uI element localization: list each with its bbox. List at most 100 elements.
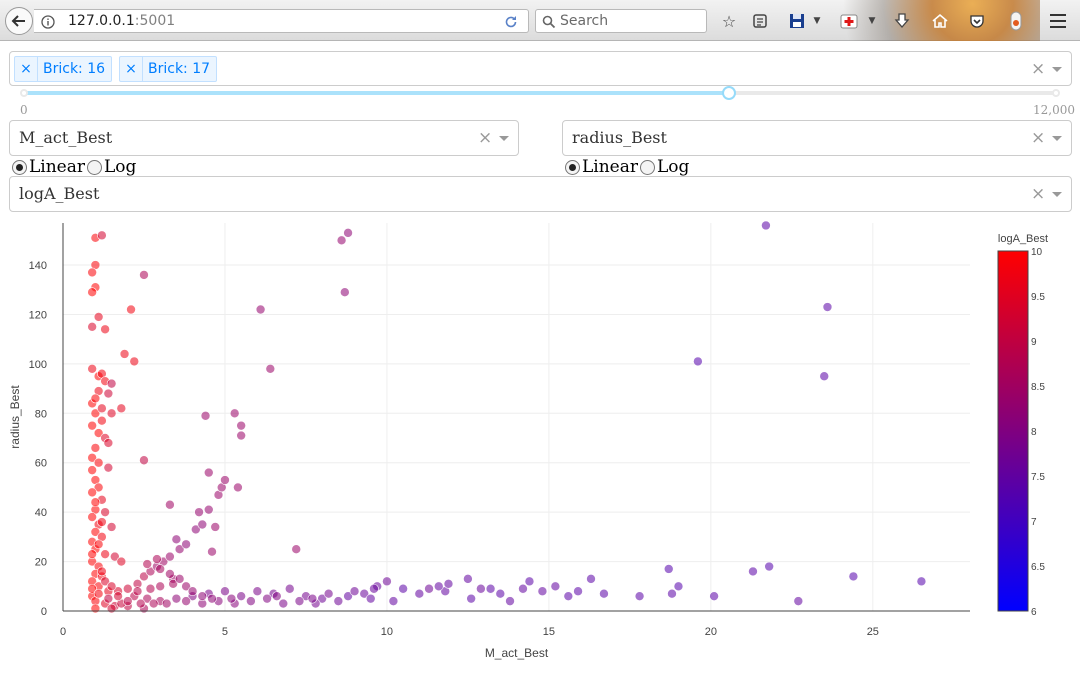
colorbar-tick-label: 6 bbox=[1031, 607, 1037, 618]
slider-handle[interactable] bbox=[722, 86, 737, 100]
scatter-point bbox=[207, 593, 217, 604]
y-scale-log-label[interactable]: Log bbox=[657, 157, 690, 177]
scatter-point bbox=[165, 499, 175, 510]
chip-remove-icon[interactable]: × bbox=[120, 57, 143, 81]
scatter-point bbox=[236, 430, 246, 441]
color-column-dropdown[interactable]: logA_Best × bbox=[9, 176, 1072, 212]
x-axis-title: M_act_Best bbox=[485, 646, 549, 660]
scatter-point bbox=[174, 574, 185, 584]
menu-icon[interactable] bbox=[1047, 10, 1069, 32]
scatter-point bbox=[203, 504, 214, 515]
slider-min-dot bbox=[20, 89, 28, 97]
x-tick-label: 10 bbox=[381, 626, 393, 638]
chip-label: Brick: 17 bbox=[148, 61, 211, 77]
save-page-icon[interactable] bbox=[786, 10, 808, 32]
addon-dropdown-icon[interactable]: ▼ bbox=[868, 16, 876, 26]
save-dropdown-icon[interactable]: ▼ bbox=[813, 16, 821, 26]
scatter-point bbox=[667, 588, 677, 599]
scatter-point bbox=[382, 576, 392, 587]
reload-icon[interactable] bbox=[504, 15, 518, 29]
scatter-point bbox=[333, 596, 344, 606]
x-scale-linear-radio[interactable] bbox=[12, 159, 27, 175]
bookmark-star-icon[interactable]: ☆ bbox=[721, 11, 737, 31]
brick-filter-dropdown[interactable]: × Brick: 16 × Brick: 17 × bbox=[9, 51, 1072, 86]
colorbar-tick-label: 8 bbox=[1031, 427, 1037, 438]
scatter-point bbox=[181, 596, 191, 606]
scatter-point bbox=[135, 598, 146, 609]
scatter-point bbox=[97, 403, 107, 414]
colorbar bbox=[997, 250, 1029, 612]
scatter-point bbox=[97, 230, 107, 241]
x-scale-log-label[interactable]: Log bbox=[104, 157, 137, 177]
search-bar[interactable]: Search bbox=[535, 9, 707, 33]
scatter-point bbox=[550, 581, 561, 592]
scatter-point bbox=[495, 588, 506, 599]
scatter-point bbox=[113, 591, 123, 601]
back-button[interactable] bbox=[5, 7, 33, 35]
info-icon[interactable] bbox=[41, 15, 55, 29]
home-icon[interactable] bbox=[929, 10, 951, 32]
browser-toolbar: 127.0.0.1:5001 Search ☆ ▼ ▼ bbox=[0, 0, 1080, 41]
chevron-down-icon[interactable] bbox=[499, 136, 509, 141]
scatter-point bbox=[87, 287, 97, 297]
scatter-point bbox=[236, 591, 246, 601]
y-column-dropdown[interactable]: radius_Best × bbox=[562, 120, 1072, 156]
first-aid-icon[interactable] bbox=[838, 10, 860, 32]
scatter-point bbox=[139, 270, 149, 280]
scatter-point bbox=[433, 581, 444, 592]
x-scale-radio-group: Linear Log bbox=[12, 157, 136, 177]
scatter-point bbox=[262, 593, 272, 604]
scatter-point bbox=[90, 603, 101, 614]
x-scale-linear-label[interactable]: Linear bbox=[29, 157, 85, 177]
scatter-point bbox=[388, 596, 399, 606]
scatter-point bbox=[103, 388, 114, 399]
chip-remove-icon[interactable]: × bbox=[15, 57, 38, 81]
y-tick-label: 20 bbox=[35, 557, 47, 569]
scatter-point bbox=[87, 583, 97, 594]
scatter-point bbox=[323, 588, 334, 599]
scatter-point bbox=[246, 596, 256, 606]
reading-list-icon[interactable] bbox=[749, 10, 771, 32]
clear-icon[interactable]: × bbox=[478, 128, 493, 148]
scatter-point bbox=[90, 393, 101, 404]
clear-icon[interactable]: × bbox=[1031, 184, 1046, 204]
scatter-point bbox=[90, 497, 101, 508]
scatter-point bbox=[463, 574, 473, 584]
clear-all-icon[interactable]: × bbox=[1031, 59, 1046, 79]
chevron-down-icon[interactable] bbox=[1052, 136, 1062, 141]
scatter-point bbox=[181, 581, 191, 592]
scatter-point bbox=[271, 591, 282, 601]
scatter-point bbox=[155, 564, 165, 574]
y-scale-linear-label[interactable]: Linear bbox=[582, 157, 638, 177]
y-scale-linear-radio[interactable] bbox=[565, 159, 580, 175]
slider-track bbox=[24, 91, 730, 95]
scatter-point bbox=[100, 507, 110, 517]
scatter-point bbox=[359, 588, 370, 599]
x-column-dropdown[interactable]: M_act_Best × bbox=[9, 120, 519, 156]
scatter-point bbox=[343, 228, 353, 238]
y-scale-log-radio[interactable] bbox=[640, 159, 655, 175]
extension-icon[interactable] bbox=[1005, 10, 1027, 32]
download-icon[interactable] bbox=[891, 10, 913, 32]
y-tick-label: 120 bbox=[29, 309, 47, 321]
clear-icon[interactable]: × bbox=[1031, 128, 1046, 148]
scatter-point bbox=[181, 539, 191, 550]
scatter-point bbox=[87, 321, 97, 332]
y-tick-label: 100 bbox=[29, 359, 47, 371]
scatter-point bbox=[634, 591, 645, 601]
scatter-point bbox=[93, 457, 104, 468]
scatter-point bbox=[119, 349, 130, 359]
x-tick-label: 15 bbox=[543, 626, 555, 638]
url-bar[interactable]: 127.0.0.1:5001 bbox=[34, 9, 529, 33]
x-tick-label: 25 bbox=[867, 626, 879, 638]
scatter-point bbox=[365, 593, 376, 604]
x-scale-log-radio[interactable] bbox=[87, 159, 102, 175]
search-placeholder: Search bbox=[560, 13, 609, 29]
scatter-point bbox=[171, 534, 182, 545]
chevron-down-icon[interactable] bbox=[1052, 67, 1062, 72]
scatter-point bbox=[197, 591, 208, 601]
pocket-icon[interactable] bbox=[966, 10, 988, 32]
chevron-down-icon[interactable] bbox=[1052, 192, 1062, 197]
scatter-point bbox=[129, 356, 140, 367]
